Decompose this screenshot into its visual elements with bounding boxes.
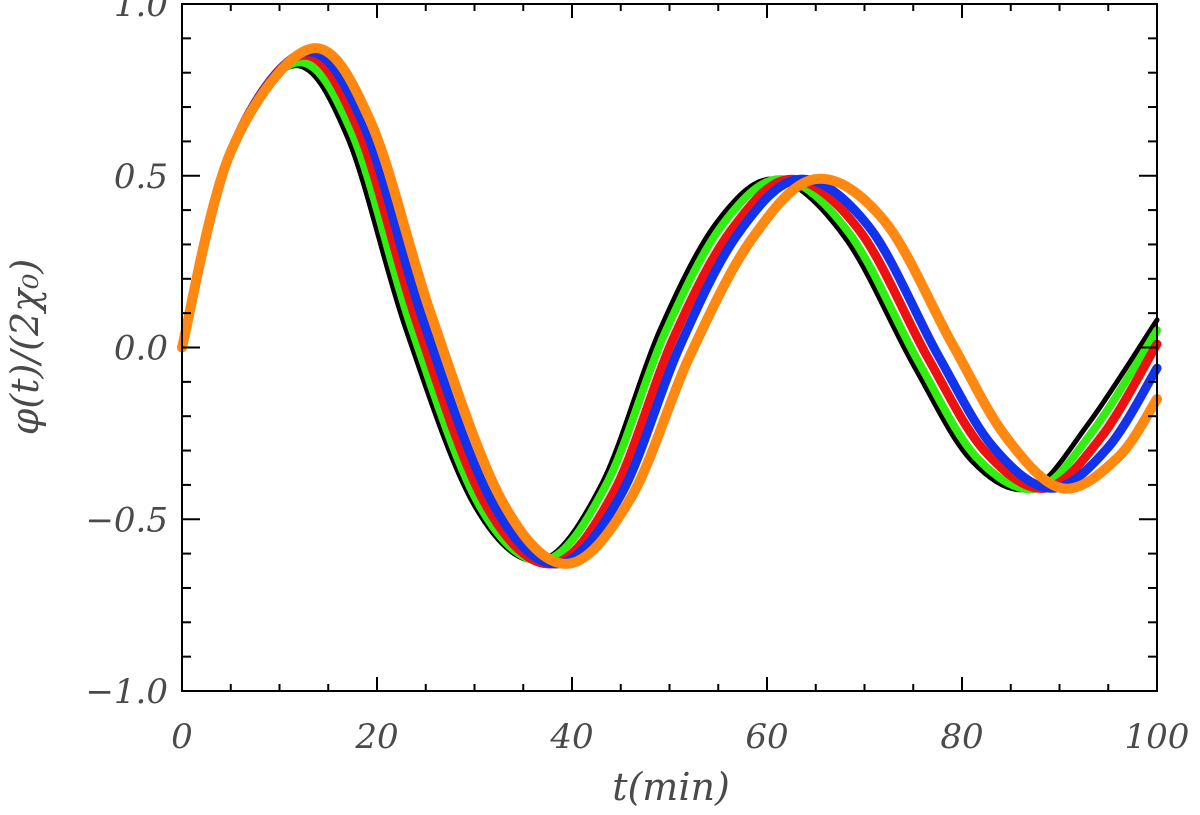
series-layer <box>177 43 1162 569</box>
y-tick-label: 0.0 <box>114 329 168 369</box>
x-tick-label: 0 <box>171 717 193 757</box>
y-tick-label: 1.0 <box>114 0 168 25</box>
series-line-3 <box>177 50 1162 569</box>
x-tick-label: 100 <box>1125 717 1190 757</box>
x-tick-label: 20 <box>354 717 398 757</box>
series-line-2 <box>178 58 1161 565</box>
y-tick-label: 0.5 <box>114 157 168 197</box>
y-tick-label: −0.5 <box>85 500 168 540</box>
tick-label-layer: 0 20 40 60 80 100 −1.0 −0.5 0.0 0.5 1.0 <box>85 0 1189 757</box>
series-line-1 <box>179 63 1160 564</box>
x-tick-label: 80 <box>940 717 983 757</box>
series-line-4 <box>177 47 1162 569</box>
x-tick-label: 60 <box>745 717 788 757</box>
series-line-5 <box>177 43 1162 569</box>
tick-layer <box>181 3 1158 692</box>
x-axis-title: t(min) <box>612 765 730 809</box>
y-axis-title: φ(t)/(2χ₀) <box>3 259 47 435</box>
y-tick-label: −1.0 <box>85 672 168 712</box>
x-tick-label: 40 <box>549 717 593 757</box>
